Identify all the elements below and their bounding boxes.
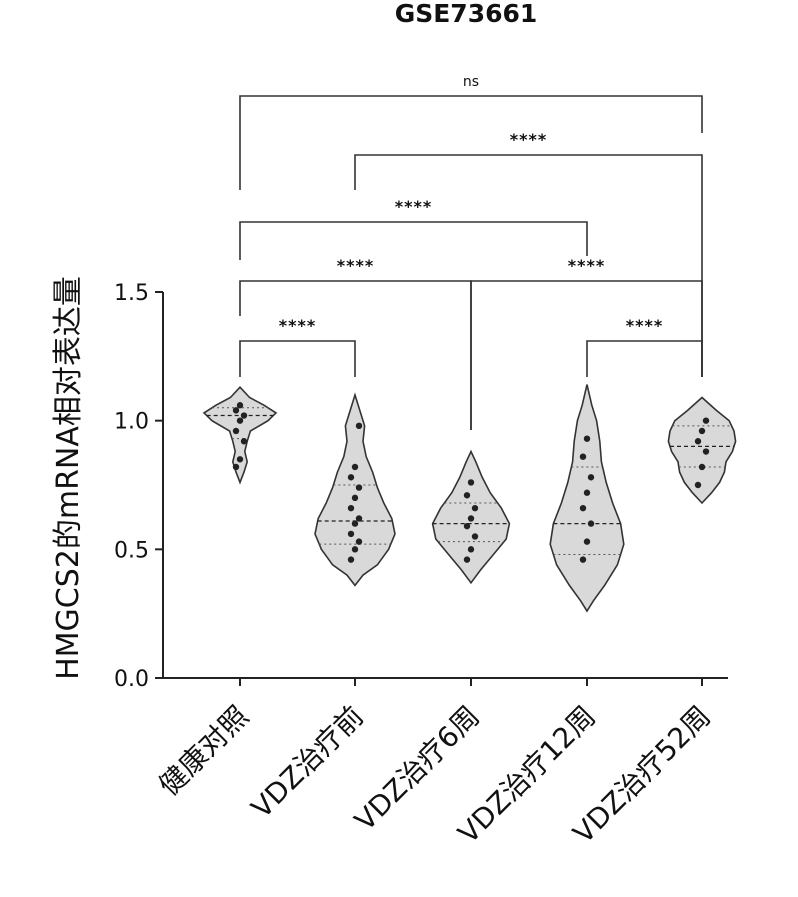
data-point: [232, 463, 240, 471]
data-point: [236, 402, 244, 409]
data-point: [694, 438, 702, 445]
significance-label: ****: [568, 256, 605, 275]
data-point: [702, 417, 710, 424]
data-point: [463, 492, 471, 499]
data-point: [355, 422, 363, 430]
data-point: [355, 484, 363, 491]
violin-shape: [549, 384, 625, 613]
y-tick-label: 0.0: [114, 667, 149, 692]
data-point: [463, 522, 471, 530]
violins: [202, 384, 737, 613]
data-point: [583, 435, 591, 442]
data-point: [347, 474, 355, 481]
y-tick-label: 1.0: [114, 410, 149, 435]
violin-shape: [202, 386, 278, 485]
data-point: [240, 438, 248, 445]
y-axis-label: HMGCS2的mRNA相对表达量: [51, 276, 86, 680]
data-point: [579, 504, 587, 512]
significance-label: ****: [626, 316, 663, 335]
data-point: [694, 481, 702, 489]
violin-group: [314, 392, 396, 587]
data-point: [347, 504, 355, 512]
significance-bracket: ns: [239, 74, 703, 190]
violin-shape: [667, 396, 737, 505]
data-point: [236, 417, 244, 424]
data-point: [232, 407, 240, 414]
x-tick-label: 健康对照: [152, 700, 255, 803]
significance-bracket: ****: [239, 197, 588, 260]
data-point: [579, 556, 587, 563]
significance-bracket: ****: [239, 316, 356, 377]
data-point: [236, 456, 244, 463]
bracket-line: [470, 280, 703, 430]
bracket-line: [239, 221, 588, 260]
data-point: [232, 427, 240, 435]
significance-label: ****: [510, 130, 547, 149]
data-point: [702, 448, 710, 455]
violin-shape: [314, 392, 396, 587]
y-tick-label: 1.5: [114, 281, 149, 306]
y-tick-label: 0.5: [114, 538, 149, 563]
chart-title: GSE73661: [395, 0, 538, 28]
data-point: [698, 463, 706, 471]
bracket-line: [239, 340, 356, 377]
x-tick-label: VDZ治疗前: [245, 700, 370, 825]
data-point: [583, 538, 591, 545]
data-point: [471, 533, 479, 540]
data-point: [579, 453, 587, 460]
data-point: [347, 556, 355, 563]
violin-group: [549, 384, 625, 613]
violin-group: [202, 386, 278, 485]
y-ticks: 0.0 0.5 1.0 1.5: [114, 281, 163, 692]
data-point: [355, 515, 363, 522]
data-point: [463, 556, 471, 563]
data-point: [587, 474, 595, 481]
data-point: [351, 494, 359, 502]
data-point: [351, 463, 359, 471]
bracket-line: [586, 340, 703, 377]
data-point: [347, 530, 355, 538]
data-point: [587, 520, 595, 527]
data-point: [698, 427, 706, 435]
violin-group: [431, 449, 511, 585]
significance-brackets: **** **** **** **** **** **** ns: [239, 74, 703, 430]
bracket-line: [354, 154, 703, 377]
violin-group: [667, 396, 737, 505]
significance-bracket: ****: [470, 256, 703, 430]
significance-label: ****: [279, 316, 316, 335]
data-point: [351, 520, 359, 527]
significance-bracket: ****: [586, 316, 703, 377]
data-point: [467, 479, 475, 486]
data-point: [355, 538, 363, 545]
significance-label: ns: [463, 74, 479, 90]
data-point: [467, 546, 475, 553]
significance-label: ****: [337, 256, 374, 275]
bracket-line: [239, 95, 703, 190]
significance-label: ****: [395, 197, 432, 216]
data-point: [583, 489, 591, 496]
significance-bracket: ****: [354, 130, 703, 377]
data-point: [471, 504, 479, 512]
data-point: [240, 412, 248, 419]
data-point: [351, 546, 359, 553]
data-point: [467, 515, 475, 522]
